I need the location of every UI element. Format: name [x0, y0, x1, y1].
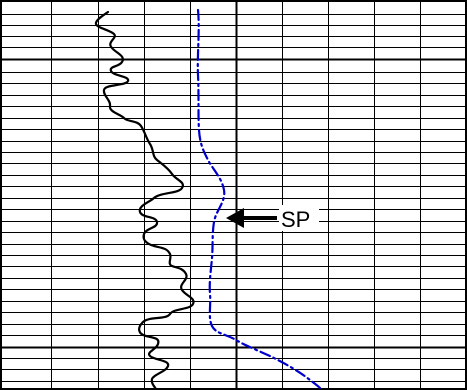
sp-label: SP	[281, 207, 310, 232]
vertical-grid-lines	[51, 0, 421, 390]
sp-label-background	[279, 205, 319, 231]
black-log-trace	[94, 10, 195, 390]
sp-annotation: SP	[226, 205, 319, 232]
horizontal-grid-lines	[0, 14, 467, 382]
major-horizontal-grid-lines	[0, 58, 467, 349]
sp-curve	[196, 8, 322, 390]
left-arrow-icon	[226, 208, 277, 228]
